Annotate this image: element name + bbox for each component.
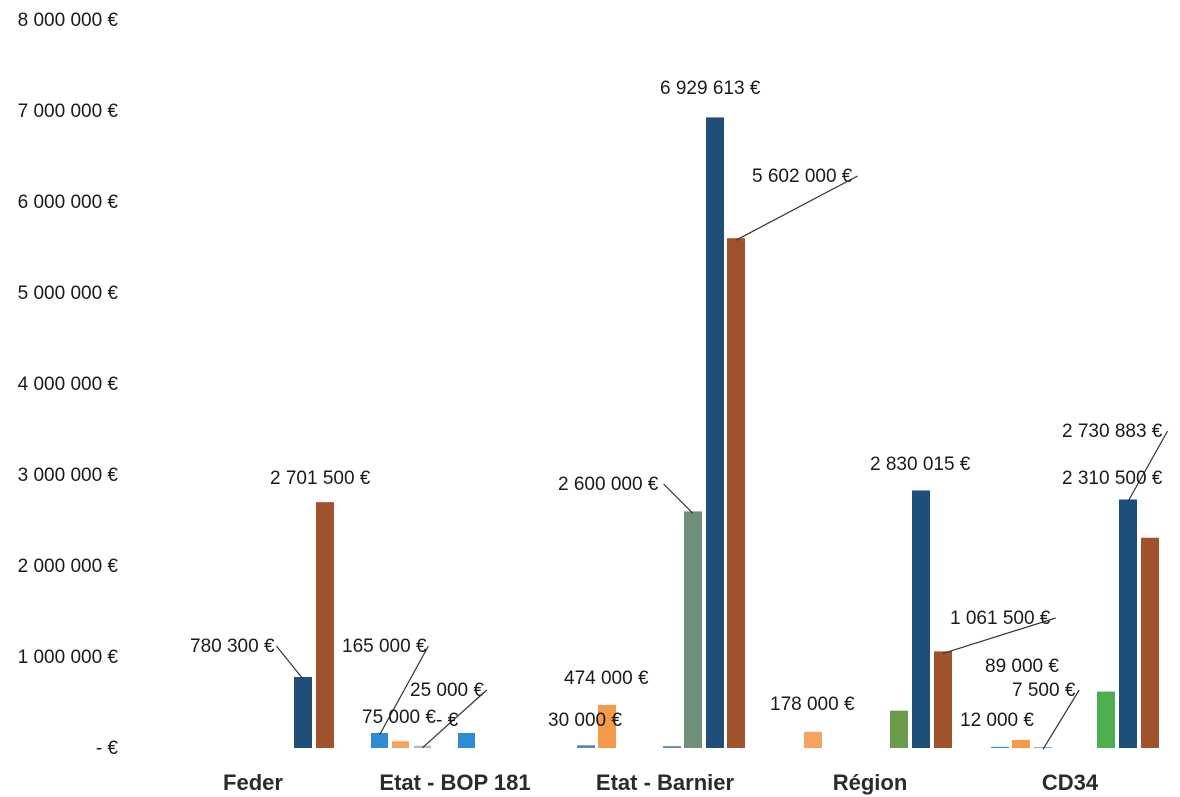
data-label: 178 000 € [770, 694, 855, 715]
data-label: 12 000 € [960, 710, 1034, 731]
x-category-label: Etat - Barnier [596, 770, 735, 795]
x-category-label: Etat - BOP 181 [379, 770, 530, 795]
data-label: 25 000 € [410, 680, 484, 701]
bar-cd34-0 [991, 746, 1009, 748]
bar-etat-barnier-0 [577, 745, 595, 748]
data-label: 5 602 000 € [752, 166, 853, 187]
x-category-label: Feder [223, 770, 283, 795]
bar-etat-barnier-3 [684, 511, 702, 748]
x-axis: Feder Etat - BOP 181 Etat - Barnier Région C… [223, 770, 1099, 795]
bar-etat-bop-181-1 [392, 741, 409, 748]
bar-r-gion-0 [804, 731, 822, 748]
data-label: 7 500 € [1012, 680, 1076, 701]
data-label: 89 000 € [985, 656, 1059, 677]
y-tick-label: 7 000 000 € [18, 101, 119, 122]
bar-etat-bop-181-0 [371, 732, 388, 748]
data-label: 30 000 € [548, 710, 622, 731]
bar-etat-bop-181-2 [414, 745, 431, 748]
data-label: 474 000 € [564, 668, 649, 689]
data-label: 2 830 015 € [870, 454, 971, 475]
x-category-label: Région [833, 770, 908, 795]
bar-cd34-3 [1097, 691, 1115, 748]
bar-feder-0 [294, 676, 312, 748]
bar-cd34-5 [1141, 537, 1159, 748]
label-leader-line [735, 175, 858, 241]
data-label: 1 061 500 € [950, 608, 1051, 629]
y-tick-label: 1 000 000 € [18, 647, 119, 668]
y-axis: - € 1 000 000 € 2 000 000 € 3 000 000 € 4 00… [18, 10, 119, 759]
bar-etat-barnier-5 [727, 238, 745, 748]
label-leader-line [378, 645, 429, 736]
label-leader-line [1042, 689, 1080, 750]
bar-r-gion-3 [912, 490, 930, 748]
bar-etat-barnier-1 [598, 704, 616, 748]
y-tick-label: 5 000 000 € [18, 283, 119, 304]
bar-feder-1 [316, 502, 334, 748]
data-label: 75 000 € [362, 707, 436, 728]
bar-etat-barnier-2 [663, 746, 681, 748]
bar-cd34-1 [1012, 739, 1030, 748]
bars [294, 117, 1159, 749]
data-label: 2 600 000 € [558, 474, 659, 495]
bar-etat-bop-181-4 [458, 732, 475, 748]
label-leader-line [942, 617, 1056, 654]
y-tick-label: 4 000 000 € [18, 374, 119, 395]
data-label: - € [436, 710, 459, 731]
bar-etat-barnier-4 [706, 117, 724, 749]
bar-cd34-4 [1119, 499, 1137, 748]
data-label: 780 300 € [190, 636, 275, 657]
data-label: 2 701 500 € [270, 468, 371, 489]
data-label: 2 730 883 € [1062, 421, 1163, 442]
bar-r-gion-4 [934, 651, 952, 748]
y-tick-label: 3 000 000 € [18, 465, 119, 486]
y-tick-label: 8 000 000 € [18, 10, 119, 31]
bar-cd34-2 [1034, 747, 1052, 748]
x-category-label: CD34 [1042, 770, 1099, 795]
data-label: 165 000 € [342, 636, 427, 657]
y-tick-label: 6 000 000 € [18, 192, 119, 213]
data-label: 6 929 613 € [660, 78, 761, 99]
y-tick-label: 2 000 000 € [18, 556, 119, 577]
label-leader-line [422, 689, 488, 749]
label-leader-line [1127, 430, 1169, 502]
bar-r-gion-2 [890, 710, 908, 748]
data-labels: 780 300 € 2 701 500 € 165 000 € 75 000 € 25 … [190, 78, 1169, 750]
label-leader-line [275, 645, 304, 680]
data-label: 2 310 500 € [1062, 468, 1163, 489]
label-leader-line [663, 483, 694, 514]
y-tick-label: - € [96, 738, 119, 759]
